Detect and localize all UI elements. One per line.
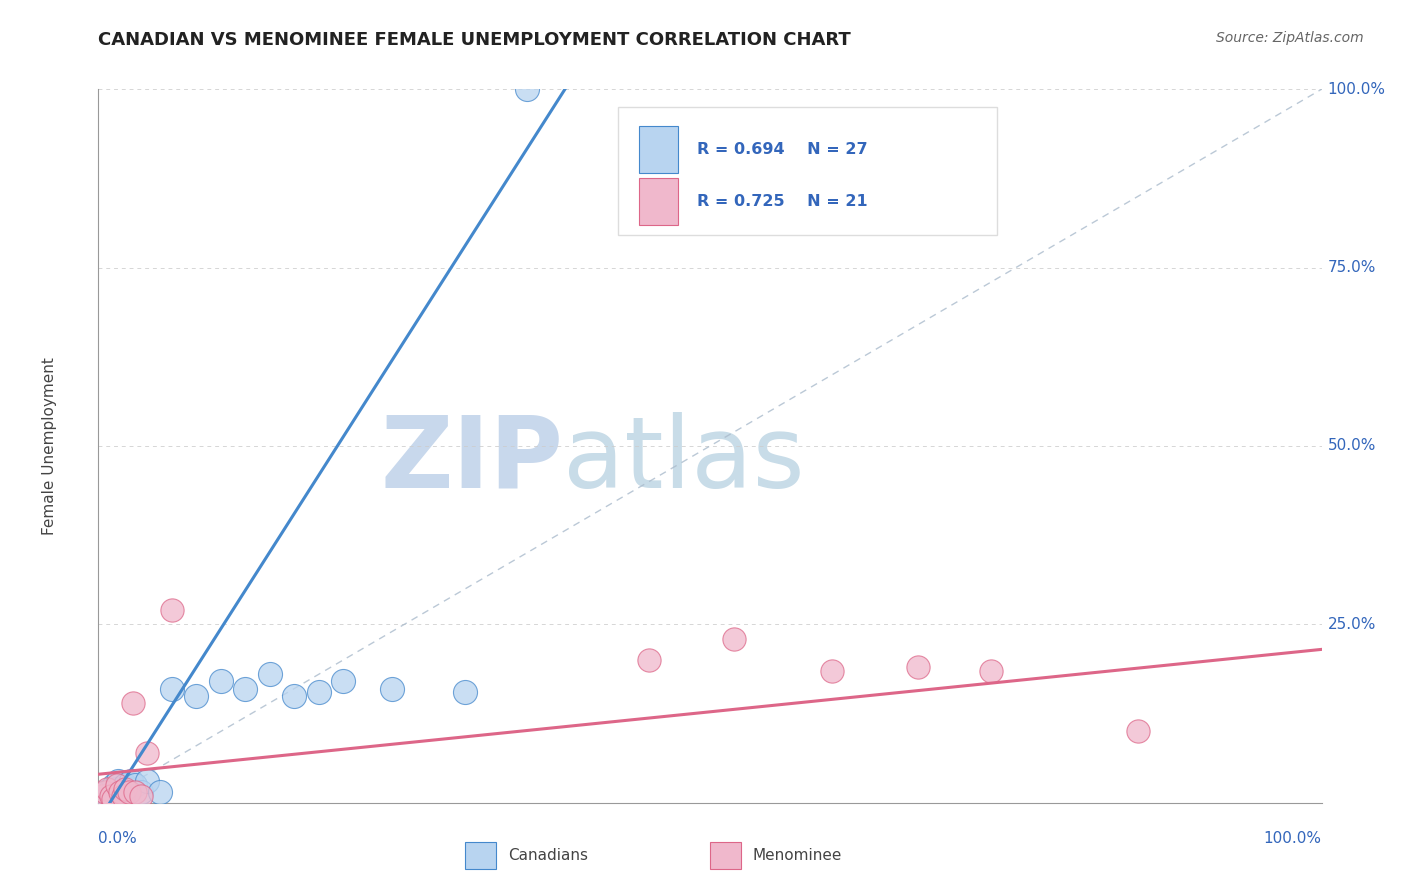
Text: 75.0%: 75.0% [1327,260,1376,275]
Point [283,689,305,703]
Point [100,789,122,803]
Point [136,746,159,760]
Point [381,681,404,696]
Point [111,789,134,803]
Text: Menominee: Menominee [752,848,842,863]
Point [160,681,183,696]
Point [101,785,124,799]
Point [111,789,134,803]
Point [186,689,208,703]
Point [107,774,129,789]
Text: 50.0%: 50.0% [1327,439,1376,453]
Point [124,778,146,792]
Point [129,785,152,799]
Point [1128,724,1150,739]
Text: R = 0.694    N = 27: R = 0.694 N = 27 [696,142,868,157]
Point [93,785,115,799]
Point [160,603,183,617]
Text: ZIP: ZIP [381,412,564,508]
Text: R = 0.725    N = 21: R = 0.725 N = 21 [696,194,868,209]
Point [118,781,141,796]
Text: 100.0%: 100.0% [1264,831,1322,847]
Point [308,685,330,699]
Point [118,785,141,799]
Point [907,660,929,674]
Point [103,778,125,792]
FancyBboxPatch shape [465,842,496,869]
Text: CANADIAN VS MENOMINEE FEMALE UNEMPLOYMENT CORRELATION CHART: CANADIAN VS MENOMINEE FEMALE UNEMPLOYMEN… [98,31,851,49]
Point [454,685,477,699]
Text: atlas: atlas [564,412,804,508]
Point [121,696,143,710]
Point [91,789,114,803]
Text: Female Unemployment: Female Unemployment [42,357,58,535]
Point [723,632,745,646]
Point [259,667,281,681]
Point [114,781,136,796]
Point [93,785,115,799]
FancyBboxPatch shape [710,842,741,869]
Point [105,778,128,792]
Point [120,774,142,789]
Text: 25.0%: 25.0% [1327,617,1376,632]
Point [637,653,661,667]
Point [110,785,132,799]
Point [124,785,146,799]
Point [96,781,118,796]
FancyBboxPatch shape [640,178,678,225]
Text: Source: ZipAtlas.com: Source: ZipAtlas.com [1216,31,1364,45]
Point [332,674,354,689]
Point [149,785,172,799]
Point [114,778,136,792]
Point [100,781,122,796]
Point [136,774,159,789]
Point [110,785,132,799]
Text: 0.0%: 0.0% [98,831,138,847]
Point [101,792,124,806]
Point [105,781,128,796]
FancyBboxPatch shape [619,107,997,235]
Point [209,674,232,689]
Point [515,82,537,96]
Point [97,789,120,803]
Point [233,681,256,696]
Point [980,664,1002,678]
FancyBboxPatch shape [640,127,678,173]
Text: Canadians: Canadians [508,848,588,863]
Point [129,789,152,803]
Text: 100.0%: 100.0% [1327,82,1386,96]
Point [821,664,844,678]
